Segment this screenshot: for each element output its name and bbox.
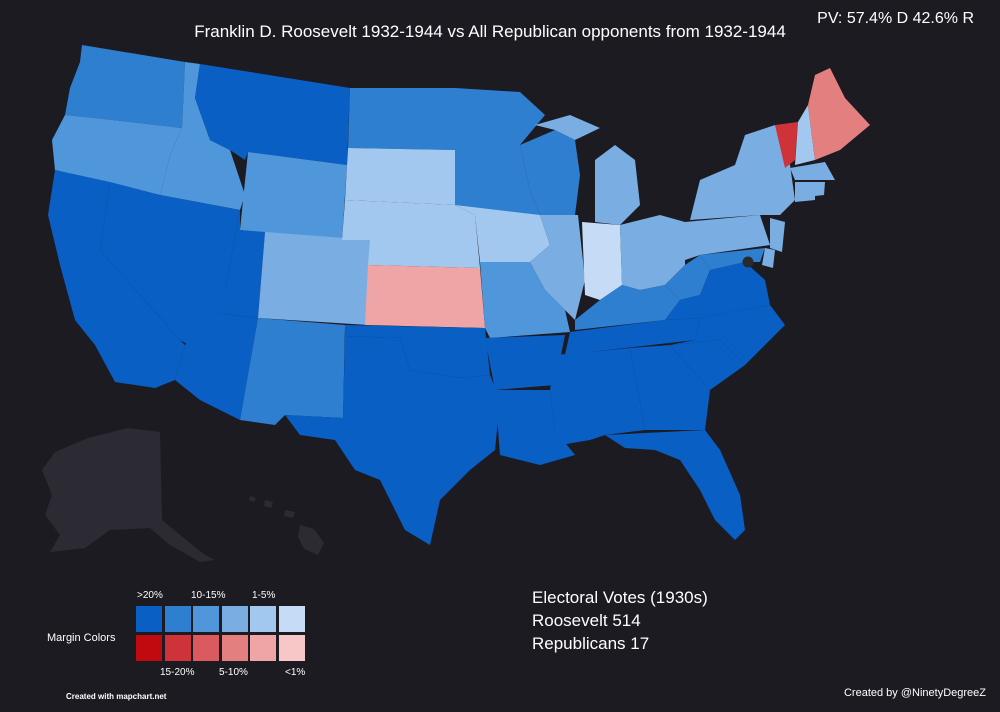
state-rhode-island bbox=[815, 182, 825, 196]
state-delaware bbox=[762, 248, 775, 268]
state-texas bbox=[285, 336, 500, 545]
legend-dem-swatch bbox=[135, 605, 163, 633]
legend-dem-swatch bbox=[163, 605, 192, 633]
state-montana bbox=[195, 64, 350, 165]
state-wisconsin bbox=[520, 130, 580, 215]
legend-dem-swatch bbox=[277, 605, 306, 633]
state-wyoming bbox=[240, 152, 347, 240]
roosevelt-ev: Roosevelt 514 bbox=[532, 611, 641, 630]
map-title: Franklin D. Roosevelt 1932-1944 vs All R… bbox=[194, 22, 786, 41]
state-tennessee bbox=[565, 318, 700, 355]
legend-dem-swatch bbox=[192, 605, 220, 633]
state-arizona bbox=[175, 312, 258, 420]
state-missouri bbox=[480, 262, 570, 338]
legend-rep-swatch bbox=[163, 634, 192, 662]
legend-top-label: 1-5% bbox=[252, 590, 276, 601]
state-washington bbox=[65, 45, 185, 128]
alaska bbox=[42, 428, 215, 562]
legend-bottom-label: 5-10% bbox=[219, 667, 248, 678]
state-maine bbox=[808, 68, 870, 160]
author-credit: Created by @NinetyDegreeZ bbox=[843, 687, 986, 699]
state-idaho bbox=[160, 62, 245, 210]
state-minnesota bbox=[455, 88, 545, 215]
state-nebraska bbox=[342, 200, 480, 268]
state-michigan bbox=[535, 115, 640, 225]
state-ohio bbox=[620, 215, 685, 290]
state-arkansas bbox=[485, 335, 565, 390]
legend-dem-swatch bbox=[220, 605, 249, 633]
state-kentucky bbox=[575, 285, 680, 330]
state-virginia bbox=[665, 262, 770, 320]
state-california bbox=[48, 170, 185, 388]
mapchart-credit: Created with mapchart.net bbox=[66, 692, 167, 701]
state-louisiana bbox=[495, 390, 575, 465]
legend-label: Margin Colors bbox=[47, 632, 116, 644]
legend-rep-swatch bbox=[192, 634, 220, 662]
state-florida bbox=[605, 430, 745, 540]
hawaii bbox=[249, 496, 324, 555]
legend-top-label: 10-15% bbox=[191, 590, 226, 601]
state-south-dakota bbox=[345, 148, 455, 205]
state-mississippi bbox=[550, 352, 590, 445]
state-north-dakota bbox=[348, 88, 455, 150]
state-new-mexico bbox=[240, 318, 345, 425]
state-kansas bbox=[365, 265, 485, 328]
legend-bottom-label: <1% bbox=[285, 667, 306, 678]
legend-rep-swatch bbox=[220, 634, 249, 662]
state-georgia bbox=[630, 345, 710, 430]
legend-rep-swatch bbox=[249, 634, 277, 662]
state-oklahoma bbox=[345, 325, 490, 378]
legend-rep-swatch bbox=[277, 634, 306, 662]
state-pennsylvania bbox=[685, 215, 770, 260]
republican-ev: Republicans 17 bbox=[532, 634, 650, 653]
state-west-virginia bbox=[665, 255, 710, 300]
legend-rep-swatch bbox=[135, 634, 163, 662]
state-nevada bbox=[100, 182, 240, 355]
electoral-heading: Electoral Votes (1930s) bbox=[532, 588, 708, 607]
state-indiana bbox=[582, 222, 622, 300]
dc-marker bbox=[742, 256, 754, 268]
state-utah bbox=[205, 210, 265, 318]
legend-dem-swatch bbox=[249, 605, 277, 633]
state-connecticut bbox=[795, 182, 815, 202]
state-alabama bbox=[590, 348, 645, 440]
state-colorado bbox=[258, 232, 370, 325]
state-north-carolina bbox=[670, 305, 785, 365]
state-iowa bbox=[455, 205, 550, 262]
state-maryland bbox=[700, 248, 765, 270]
state-oregon bbox=[52, 115, 182, 195]
state-new-hampshire bbox=[795, 105, 815, 165]
state-massachusetts bbox=[790, 162, 835, 180]
electoral-votes: Electoral Votes (1930s) Roosevelt 514 Re… bbox=[532, 586, 708, 655]
state-new-jersey bbox=[770, 218, 785, 252]
state-illinois bbox=[530, 215, 585, 320]
state-vermont bbox=[775, 122, 798, 168]
popular-vote: PV: 57.4% D 42.6% R bbox=[817, 10, 974, 27]
state-new-york bbox=[690, 125, 795, 220]
legend-bottom-label: 15-20% bbox=[160, 667, 195, 678]
state-south-carolina bbox=[670, 340, 745, 390]
legend-top-label: >20% bbox=[137, 590, 163, 601]
